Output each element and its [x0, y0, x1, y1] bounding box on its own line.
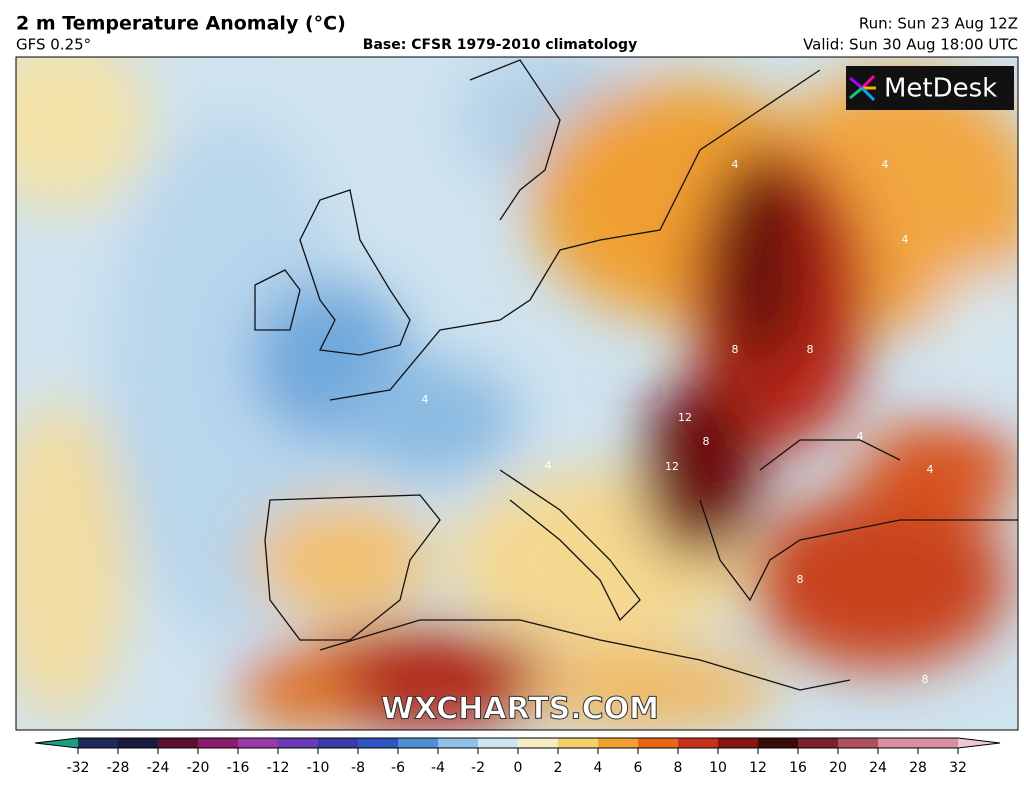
- colorbar-tick-label: -6: [391, 760, 405, 776]
- watermark: WXCHARTS.COM: [381, 692, 659, 727]
- colorbar-tick-label: -2: [471, 760, 485, 776]
- colorbar-segment: [78, 738, 119, 748]
- contour-label: 8: [922, 673, 929, 686]
- colorbar: -32 -28 -24 -20 -16 -12 -10 -8 -6 -4 -2 0 2 4 6 8 10 12 16…: [34, 737, 1001, 776]
- colorbar-segment: [598, 738, 639, 748]
- contour-label: 8: [797, 573, 804, 586]
- colorbar-segment: [918, 738, 959, 748]
- colorbar-tick-label: -4: [431, 760, 445, 776]
- colorbar-segment: [678, 738, 719, 748]
- colorbar-tick-label: -12: [267, 760, 290, 776]
- colorbar-segment: [718, 738, 759, 748]
- colorbar-tick-label: 4: [594, 760, 603, 776]
- colorbar-tick-label: -28: [107, 760, 130, 776]
- colorbar-segment: [878, 738, 919, 748]
- colorbar-tick-label: 16: [789, 760, 807, 776]
- colorbar-tick-label: 28: [909, 760, 927, 776]
- colorbar-segment: [198, 738, 239, 748]
- colorbar-tick-label: 0: [514, 760, 523, 776]
- colorbar-segment: [318, 738, 359, 748]
- colorbar-tick-label: 10: [709, 760, 727, 776]
- contour-label: 8: [703, 435, 710, 448]
- colorbar-segment: [798, 738, 839, 748]
- colorbar-segment: [398, 738, 439, 748]
- colorbar-segment: [158, 738, 199, 748]
- colorbar-tick-label: 2: [554, 760, 563, 776]
- colorbar-tick-label: 8: [674, 760, 683, 776]
- colorbar-tick-label: -10: [307, 760, 330, 776]
- colorbar-tick-label: -20: [187, 760, 210, 776]
- colorbar-segment: [758, 738, 799, 748]
- colorbar-segment: [838, 738, 879, 748]
- contour-label: 8: [732, 343, 739, 356]
- contour-label: 4: [545, 459, 552, 472]
- colorbar-tick-label: 12: [749, 760, 767, 776]
- colorbar-segment: [478, 738, 519, 748]
- base: Base: CFSR 1979-2010 climatology: [363, 37, 637, 53]
- colorbar-tick-label: 24: [869, 760, 887, 776]
- colorbar-tick-label: -24: [147, 760, 170, 776]
- map-frame: [15, 56, 1019, 731]
- contour-label: 4: [927, 463, 934, 476]
- contour-label: 12: [665, 460, 679, 473]
- colorbar-segment: [118, 738, 159, 748]
- contour-label: 4: [732, 158, 739, 171]
- colorbar-tick-label: 20: [829, 760, 847, 776]
- colorbar-tick-label: -16: [227, 760, 250, 776]
- colorbar-tick-label: 6: [634, 760, 643, 776]
- contour-label: 8: [807, 343, 814, 356]
- colorbar-segment: [438, 738, 479, 748]
- colorbar-tick-label: -8: [351, 760, 365, 776]
- colorbar-end: [958, 738, 1000, 748]
- contour-label: 4: [422, 393, 429, 406]
- colorbar-segment: [278, 738, 319, 748]
- contour-label: 4: [902, 233, 909, 246]
- map: 4 4 4 4 8 8 12 12 8 4 4 4 8 8 WXCHARTS.COM: [16, 57, 1018, 730]
- colorbar-segment: [238, 738, 279, 748]
- logo: MetDesk: [884, 74, 997, 104]
- colorbar-segment: [558, 738, 599, 748]
- contour-label: 4: [882, 158, 889, 171]
- run: Run: Sun 23 Aug 12Z: [859, 15, 1018, 33]
- contour-label: 12: [678, 411, 692, 424]
- model: GFS 0.25°: [16, 36, 91, 54]
- colorbar-end: [35, 738, 78, 748]
- contour-label: 4: [857, 430, 864, 443]
- colorbar-segment: [358, 738, 399, 748]
- logo-icon: [849, 74, 876, 102]
- colorbar-segment: [638, 738, 679, 748]
- colorbar-tick-label: 32: [949, 760, 967, 776]
- colorbar-tick-label: -32: [67, 760, 90, 776]
- title: 2 m Temperature Anomaly (°C): [16, 13, 346, 35]
- colorbar-segment: [518, 738, 559, 748]
- valid: Valid: Sun 30 Aug 18:00 UTC: [803, 36, 1018, 54]
